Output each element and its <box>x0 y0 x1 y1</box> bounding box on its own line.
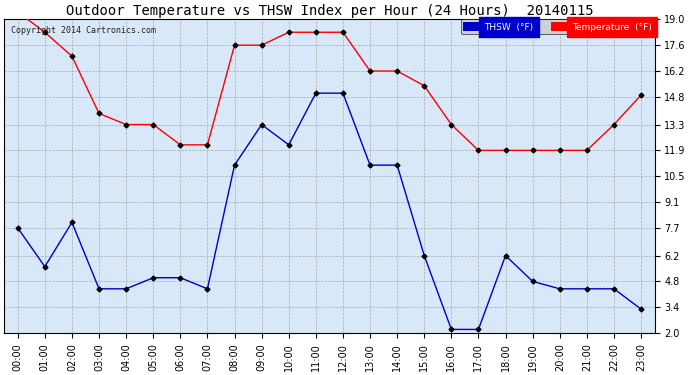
Title: Outdoor Temperature vs THSW Index per Hour (24 Hours)  20140115: Outdoor Temperature vs THSW Index per Ho… <box>66 4 593 18</box>
Legend: THSW  (°F), Temperature  (°F): THSW (°F), Temperature (°F) <box>461 20 655 34</box>
Text: Copyright 2014 Cartronics.com: Copyright 2014 Cartronics.com <box>10 26 156 34</box>
